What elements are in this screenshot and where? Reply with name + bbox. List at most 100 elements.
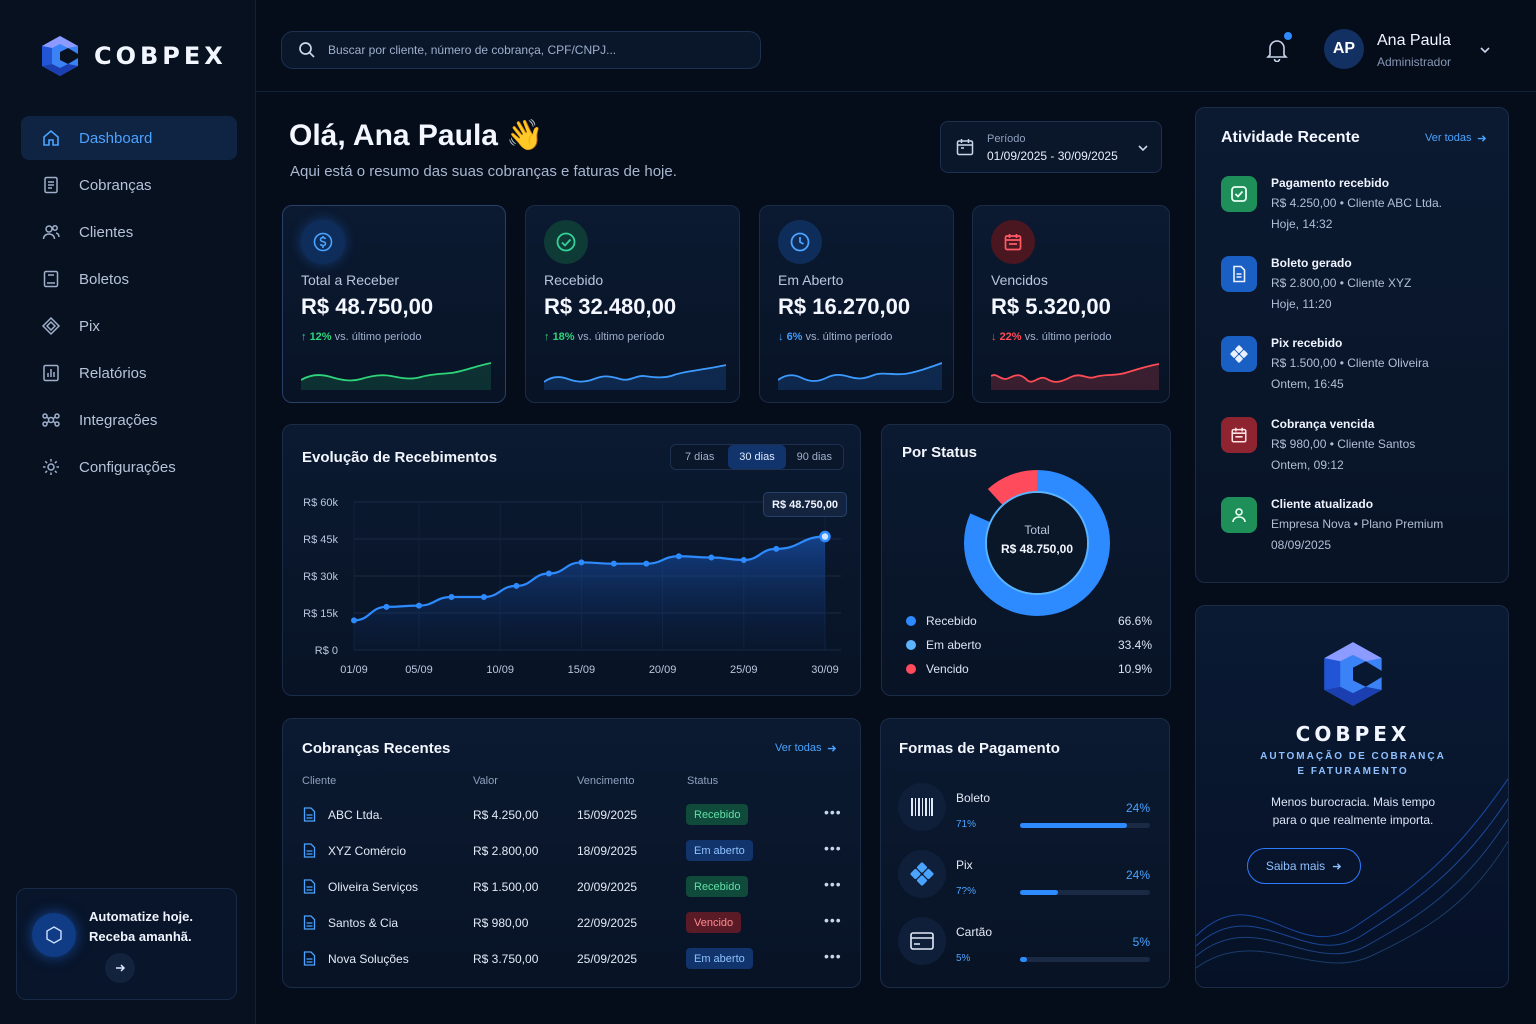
user-name[interactable]: Ana Paula — [1377, 32, 1451, 49]
data-point[interactable] — [819, 530, 831, 543]
activity-item[interactable]: Pix recebido R$ 1.500,00 • Cliente Olive… — [1221, 336, 1501, 406]
kpi-delta-value: 6% — [786, 331, 803, 343]
notifications-button[interactable] — [1266, 32, 1292, 67]
data-point[interactable] — [351, 617, 357, 624]
kpi-card-vencidos[interactable]: Vencidos R$ 5.320,00 ↓ 22% vs. último pe… — [972, 205, 1170, 403]
more-options-icon[interactable]: ••• — [824, 840, 842, 856]
payment-method-boleto[interactable]: Boleto 71% 24% — [898, 783, 1150, 833]
kpi-delta-text: vs. último período — [805, 331, 893, 343]
x-tick-label: 10/09 — [486, 664, 514, 676]
search-input[interactable] — [328, 43, 748, 57]
table-row[interactable]: ABC Ltda. R$ 4.250,00 15/09/2025 Recebido ••… — [303, 798, 843, 834]
activity-title-text: Boleto gerado — [1271, 256, 1352, 270]
donut-center-label: Total — [1024, 523, 1050, 537]
y-tick-label: R$ 45k — [303, 534, 338, 546]
nav-label: Dashboard — [79, 129, 153, 147]
status-badge: Recebido — [686, 876, 749, 897]
nav-item-configuracoes[interactable]: Configurações — [21, 445, 237, 489]
data-point[interactable] — [448, 593, 455, 600]
cell-vencimento: 22/09/2025 — [577, 916, 638, 930]
activity-title-text: Cobrança vencida — [1271, 417, 1375, 431]
check-circle-icon — [544, 220, 588, 264]
cobpex-logo-icon — [42, 36, 78, 76]
nav-label: Integrações — [79, 411, 158, 429]
payment-method-pix[interactable]: Pix 7?% 24% — [898, 850, 1150, 900]
link-label: Ver todas — [775, 742, 822, 754]
kpi-card-recebido[interactable]: Recebido R$ 32.480,00 ↑ 18% vs. último p… — [525, 205, 740, 403]
sidebar-promo-arrow-button[interactable] — [105, 953, 135, 983]
nav-item-dashboard[interactable]: Dashboard — [21, 116, 237, 160]
avatar[interactable]: AP — [1324, 29, 1364, 69]
more-options-icon[interactable]: ••• — [824, 912, 842, 928]
table-row[interactable]: Nova Soluções R$ 3.750,00 25/09/2025 Em abe… — [303, 942, 843, 978]
payment-name: Cartão — [956, 925, 993, 939]
activity-view-all-link[interactable]: Ver todas — [1425, 132, 1487, 144]
payments-title: Formas de Pagamento — [899, 740, 1060, 757]
nav-label: Clientes — [79, 223, 134, 241]
data-point[interactable] — [513, 582, 520, 589]
kpi-delta-text: vs. último período — [577, 331, 665, 343]
activity-item[interactable]: Boleto gerado R$ 2.800,00 • Cliente XYZ … — [1221, 256, 1501, 326]
data-point[interactable] — [545, 570, 552, 577]
nav-item-relatorios[interactable]: Relatórios — [21, 351, 237, 395]
payment-pct: 5% — [1132, 935, 1150, 949]
legend-label: Em aberto — [926, 638, 982, 652]
nav-item-clientes[interactable]: Clientes — [21, 210, 237, 254]
kpi-value: R$ 48.750,00 — [301, 294, 434, 319]
sidebar-promo-line1: Automatize hoje. — [89, 909, 194, 924]
brand-logo[interactable]: COBPEX — [40, 34, 227, 78]
payment-method-cartao[interactable]: Cartão 5% 5% — [898, 917, 1150, 967]
activity-detail: Empresa Nova • Plano Premium — [1271, 517, 1444, 531]
range-7-dias[interactable]: 7 dias — [684, 451, 715, 463]
activity-item[interactable]: Cliente atualizado Empresa Nova • Plano … — [1221, 497, 1501, 567]
data-point[interactable] — [383, 603, 390, 610]
chevron-down-icon[interactable] — [1478, 43, 1492, 57]
activity-time: Ontem, 09:12 — [1271, 458, 1344, 472]
evolution-chart: R$ 0 R$ 15k R$ 30k R$ 45k R$ 60k 01/09 05/09 1… — [303, 497, 841, 676]
more-options-icon[interactable]: ••• — [824, 876, 842, 892]
nav-item-pix[interactable]: Pix — [21, 304, 237, 348]
table-row[interactable]: Oliveira Serviços R$ 1.500,00 20/09/2025 Re… — [303, 870, 843, 906]
data-point[interactable] — [610, 560, 617, 567]
col-header-cliente: Cliente — [302, 775, 337, 787]
arrow-right-icon — [1333, 862, 1342, 870]
activity-item[interactable]: Cobrança vencida R$ 980,00 • Cliente San… — [1221, 417, 1501, 487]
cell-valor: R$ 3.750,00 — [473, 952, 539, 966]
table-row[interactable]: XYZ Comércio R$ 2.800,00 18/09/2025 Em aber… — [303, 834, 843, 870]
recent-view-all-link[interactable]: Ver todas — [775, 742, 837, 754]
data-point[interactable] — [643, 560, 650, 567]
more-options-icon[interactable]: ••• — [824, 804, 842, 820]
data-point[interactable] — [415, 602, 422, 609]
topbar: AP Ana Paula Administrador — [256, 0, 1536, 92]
period-selector[interactable]: Período 01/09/2025 - 30/09/2025 — [940, 121, 1162, 173]
cell-cliente: Santos & Cia — [328, 916, 399, 930]
activity-title-text: Pix recebido — [1271, 336, 1343, 350]
payment-share: 5% — [956, 953, 971, 964]
nav-item-cobrancas[interactable]: Cobranças — [21, 163, 237, 207]
kpi-card-em-aberto[interactable]: Em Aberto R$ 16.270,00 ↓ 6% vs. último p… — [759, 205, 954, 403]
arrow-right-icon — [828, 744, 837, 752]
y-tick-label: R$ 30k — [303, 571, 338, 583]
kpi-card-total[interactable]: Total a Receber R$ 48.750,00 ↑ 12% vs. ú… — [282, 205, 506, 403]
data-point[interactable] — [578, 559, 585, 566]
payment-bar — [1020, 890, 1150, 895]
cobpex-logo-icon — [1324, 642, 1382, 706]
nav-item-integracoes[interactable]: Integrações — [21, 398, 237, 442]
data-point[interactable] — [480, 593, 487, 600]
range-selector: 7 dias 30 dias 90 dias — [670, 444, 844, 470]
nav-item-boletos[interactable]: Boletos — [21, 257, 237, 301]
activity-item[interactable]: Pagamento recebido R$ 4.250,00 • Cliente… — [1221, 176, 1501, 246]
saiba-mais-button[interactable]: Saiba mais — [1247, 848, 1361, 884]
users-icon — [42, 225, 60, 240]
check-icon — [1221, 176, 1257, 212]
data-point[interactable] — [675, 553, 682, 560]
range-90-dias[interactable]: 90 dias — [796, 451, 833, 463]
y-tick-label: R$ 60k — [303, 497, 338, 509]
data-point[interactable] — [740, 556, 747, 563]
table-row[interactable]: Santos & Cia R$ 980,00 22/09/2025 Vencido ••… — [303, 906, 843, 942]
data-point[interactable] — [773, 545, 780, 552]
data-point[interactable] — [708, 554, 715, 561]
more-options-icon[interactable]: ••• — [824, 948, 842, 964]
nav-label: Configurações — [79, 458, 176, 476]
range-30-dias[interactable]: 30 dias — [728, 445, 786, 469]
